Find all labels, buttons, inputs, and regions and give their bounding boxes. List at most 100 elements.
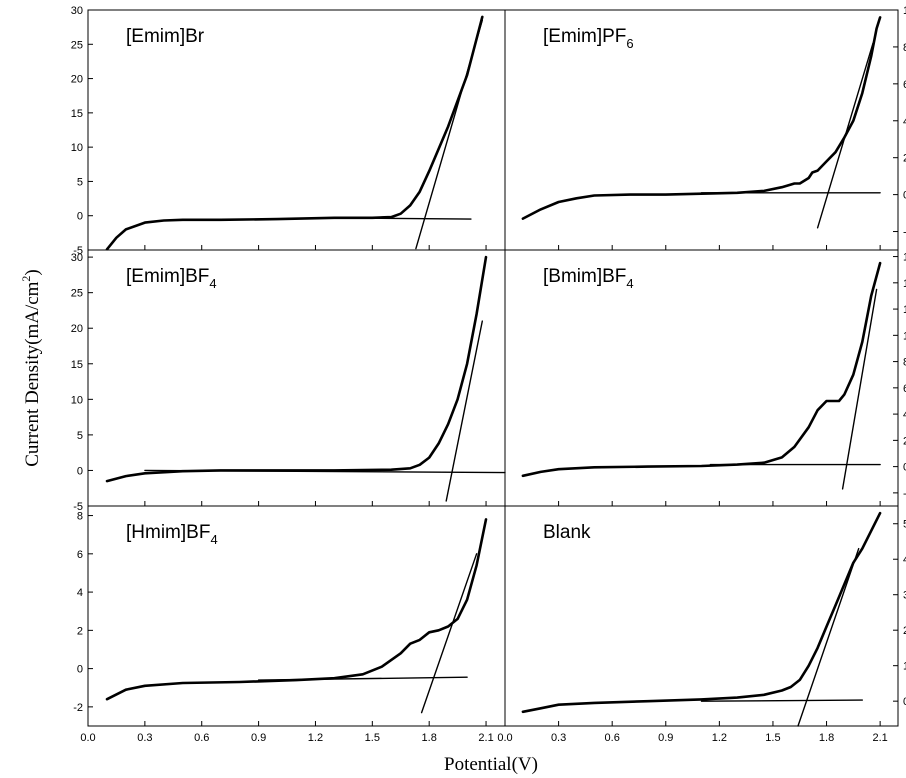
x-tick-label: 0.3 xyxy=(551,732,566,744)
y-tick-label: 0 xyxy=(903,190,906,202)
y-tick-label: 25 xyxy=(71,39,83,51)
panel-title-text: [Emim]BF xyxy=(126,266,209,287)
x-tick-label: 1.8 xyxy=(819,732,834,744)
y-tick-label: 8 xyxy=(903,357,906,369)
y-tick-label: 6 xyxy=(903,383,906,395)
panel-title-subscript: 4 xyxy=(210,532,217,547)
data-curve xyxy=(521,16,882,220)
x-tick-label: 1.8 xyxy=(422,732,437,744)
panel-frame xyxy=(504,249,899,507)
y-tick-label: 2 xyxy=(77,625,83,637)
panel-1: -5 0 5 10 15 20 25 30 [Emim]Br xyxy=(71,5,506,257)
x-tick-label: 0.0 xyxy=(80,732,95,744)
y-tick-label: 8 xyxy=(903,42,906,54)
panel-4: -20246810121416[Bmim]BF4 xyxy=(504,249,906,507)
y-tick-label: -5 xyxy=(73,501,83,513)
x-tick-label: 2.1 xyxy=(478,732,493,744)
x-tick-label: 1.2 xyxy=(308,732,323,744)
tangent-line xyxy=(816,42,874,229)
y-tick-label: 5 xyxy=(903,519,906,531)
x-axis-label: Potential(V) xyxy=(444,754,538,775)
panel-title-text: [Bmim]BF xyxy=(543,266,626,287)
y-tick-label: -5 xyxy=(73,245,83,257)
y-tick-label: 10 xyxy=(71,394,83,406)
y-tick-label: 4 xyxy=(77,587,83,599)
panel-title-text: [Hmim]BF xyxy=(126,522,210,543)
y-axis-label: Current Density(mA/cm2) xyxy=(19,269,43,467)
y-tick-label: 30 xyxy=(71,252,83,264)
y-tick-label: 0 xyxy=(77,664,83,676)
panel-title-subscript: 4 xyxy=(209,276,216,291)
panel-title: [Emim]Br xyxy=(126,26,205,47)
x-tick-label: 0.6 xyxy=(194,732,209,744)
y-tick-label: 0 xyxy=(903,462,906,474)
y-tick-label: 4 xyxy=(903,116,906,128)
y-tick-label: 3 xyxy=(903,590,906,602)
y-tick-label: 2 xyxy=(903,153,906,165)
tangent-line xyxy=(144,469,506,474)
y-tick-label: 10 xyxy=(903,330,906,342)
y-tick-label: 6 xyxy=(77,549,83,561)
x-tick-label: 0.6 xyxy=(605,732,620,744)
panel-title-text: [Emim]PF xyxy=(543,26,626,47)
data-curve xyxy=(521,261,882,478)
panels: -5051015202530[Emim]Br-20246810[Emim]PF6… xyxy=(71,5,906,744)
panel-title-subscript: 4 xyxy=(626,276,633,291)
y-tick-label: 5 xyxy=(77,176,83,188)
y-axis-label-text: Current Density(mA/cm xyxy=(22,281,43,466)
y-tick-label: 25 xyxy=(71,288,83,300)
data-curve xyxy=(521,511,882,714)
y-axis-label-sup: 2 xyxy=(19,276,33,282)
tangent-line xyxy=(420,553,478,714)
y-tick-label: 8 xyxy=(77,511,83,523)
y-tick-label: 5 xyxy=(77,430,83,442)
y-tick-label: 2 xyxy=(903,625,906,637)
y-tick-label: 6 xyxy=(903,79,906,91)
y-tick-label: -2 xyxy=(903,227,906,239)
panel-3: -5 0 5 10 15 20 25 30 [Emim]BF4 xyxy=(71,249,506,513)
tangent-line xyxy=(797,547,860,727)
y-axis-label-close: ) xyxy=(22,269,43,275)
y-tick-label: 1 xyxy=(903,661,906,673)
panel-title-text: [Emim]Br xyxy=(126,26,205,47)
y-tick-label: 15 xyxy=(71,359,83,371)
x-tick-label: 0.9 xyxy=(251,732,266,744)
panel-title: [Emim]BF4 xyxy=(126,266,217,291)
tangent-line xyxy=(257,676,468,681)
tangent-line xyxy=(314,217,472,220)
y-tick-label: 16 xyxy=(903,252,906,264)
y-tick-label: 2 xyxy=(903,435,906,447)
tangent-line xyxy=(841,288,878,490)
panel-title: [Bmim]BF4 xyxy=(543,266,634,291)
y-tick-label: 15 xyxy=(71,108,83,120)
y-tick-label: 0 xyxy=(77,465,83,477)
panel-title-subscript: 6 xyxy=(626,36,633,51)
x-tick-label: 1.5 xyxy=(365,732,380,744)
tangent-line xyxy=(445,320,483,502)
x-tick-label: 2.1 xyxy=(872,732,887,744)
y-tick-label: -2 xyxy=(903,488,906,500)
y-tick-label: 30 xyxy=(71,5,83,17)
y-tick-label: 10 xyxy=(903,5,906,17)
y-tick-label: 14 xyxy=(903,278,906,290)
data-curve xyxy=(105,255,488,483)
panel-6: 0 1 2 3 4 5 0.0 0.3 0.6 0.9 1.2 1.5 1.8 2.1 Blank xyxy=(497,505,906,744)
y-tick-label: 0 xyxy=(77,211,83,223)
tangent-line xyxy=(700,699,863,702)
y-tick-label: 10 xyxy=(71,142,83,154)
y-tick-label: 12 xyxy=(903,304,906,316)
panel-frame xyxy=(504,505,899,727)
y-tick-label: -2 xyxy=(73,702,83,714)
x-tick-label: 1.5 xyxy=(765,732,780,744)
y-tick-label: 4 xyxy=(903,554,906,566)
figure-labels: Current Density(mA/cm2) Potential(V) xyxy=(19,269,538,775)
tangent-line xyxy=(415,19,483,250)
y-tick-label: 20 xyxy=(71,323,83,335)
panel-2: -20246810[Emim]PF6 xyxy=(504,5,906,251)
y-tick-label: 4 xyxy=(903,409,906,421)
panel-frame xyxy=(87,249,506,507)
panel-title-text: Blank xyxy=(543,522,591,543)
panel-title: [Hmim]BF4 xyxy=(126,522,218,547)
